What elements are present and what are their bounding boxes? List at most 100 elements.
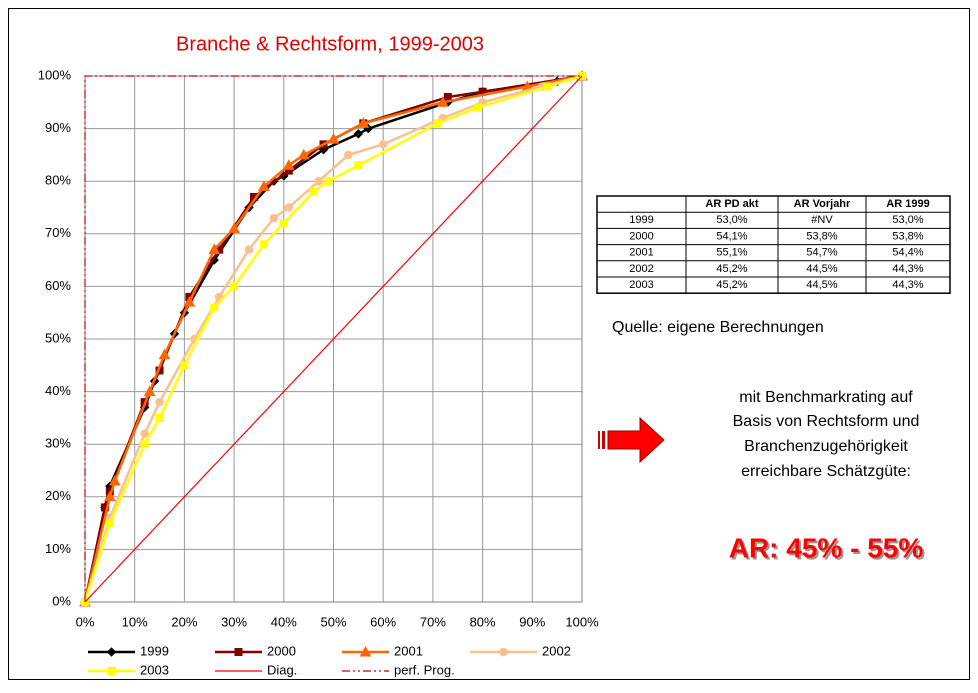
x-tick-label: 30% [221,614,247,629]
table-cell: 2000 [629,230,653,242]
marker [104,490,116,502]
y-tick-label: 80% [45,173,71,188]
y-tick-label: 0% [52,593,71,608]
y-tick-label: 60% [45,278,71,293]
marker [357,117,370,128]
source: Quelle: eigene Berechnungen [612,319,824,336]
marker [208,243,221,255]
marker [108,474,121,486]
table-cell: 1999 [629,214,653,226]
table-cell: 44,3% [892,263,923,275]
marker [180,361,189,370]
marker [327,133,340,144]
legend-label: 2000 [267,643,296,658]
table-cell: 44,3% [892,279,923,291]
chart-title: Branche & Rechtsform, 1999-2003 [176,33,484,55]
table-cell: 53,0% [716,214,747,226]
table-header: AR PD akt [705,198,759,210]
marker [359,645,372,657]
marker [140,440,149,449]
table-cell: 2001 [629,247,653,259]
x-tick-label: 60% [370,614,396,629]
y-tick-label: 100% [38,67,72,82]
marker [155,413,164,422]
marker [140,429,149,438]
legend-label: Diag. [267,662,297,677]
table-header: AR Vorjahr [794,198,851,210]
table-cell: 2002 [629,263,653,275]
y-tick-label: 10% [45,541,71,556]
marker [282,159,295,170]
table-cell: 54,1% [716,230,747,242]
marker [230,282,239,291]
marker [284,203,294,212]
note-line: erreichbare Schätzgüte: [741,463,911,480]
marker [314,176,323,186]
table-cell: 54,7% [806,247,837,259]
result-shadow: AR: 45% - 55% [731,534,926,565]
table-cell: 55,1% [716,247,747,259]
table-cell: 53,0% [892,214,923,226]
marker [259,240,268,249]
table: AR PD akt AR Vorjahr AR 1999 1999 53,0% #NV 53… [596,195,951,294]
marker [354,161,363,170]
series-line [83,74,583,603]
x-tick-label: 40% [271,614,297,629]
marker [258,180,270,191]
marker [228,222,240,234]
note-line: Branchenzugehörigkeit [744,438,908,455]
marker [378,140,388,149]
marker [443,93,452,102]
arrow [598,416,665,464]
legend-label: 2002 [542,643,571,658]
marker [105,519,114,528]
marker [107,667,116,675]
legend-label: 2001 [394,643,423,658]
marker [143,385,156,397]
x-tick-label: 80% [470,614,496,629]
table-cell: 44,5% [806,279,837,291]
marker [269,213,279,223]
marker [499,647,508,657]
table-cell: 45,2% [716,279,747,291]
marker [297,148,310,160]
table-cell: 44,5% [806,263,837,275]
marker [244,245,254,254]
x-tick-label: 20% [171,614,197,629]
series-line [83,74,583,603]
y-tick-label: 70% [45,225,71,240]
y-tick-label: 30% [45,436,71,451]
series-line [83,74,583,603]
x-tick-label: 70% [420,614,446,629]
table-cell: 45,2% [716,263,747,275]
table-cell: 53,8% [892,230,923,242]
result: AR: 45% - 55% [729,532,924,563]
marker [309,187,318,196]
note-line: mit Benchmarkrating auf [739,389,913,406]
legend-label: perf. Prog. [394,662,455,677]
marker [210,303,219,312]
table-cell: 53,8% [806,230,837,242]
x-tick-label: 90% [519,614,545,629]
marker [473,103,482,112]
marker [279,219,288,228]
legend-label: 2003 [140,662,169,677]
marker [436,96,449,107]
marker [324,177,333,186]
marker [433,119,442,128]
y-tick-label: 40% [45,383,71,398]
marker [155,397,164,407]
x-tick-label: 50% [320,614,346,629]
marker [234,648,243,656]
y-tick-label: 90% [45,120,71,135]
legend-label: 1999 [140,643,169,658]
marker [158,348,171,360]
marker [106,647,117,657]
table-cell: 2003 [629,279,653,291]
frame [8,8,970,680]
table-cell: 54,4% [892,247,923,259]
series-line [84,75,582,602]
marker [543,82,552,91]
table-cell: #NV [811,214,833,226]
